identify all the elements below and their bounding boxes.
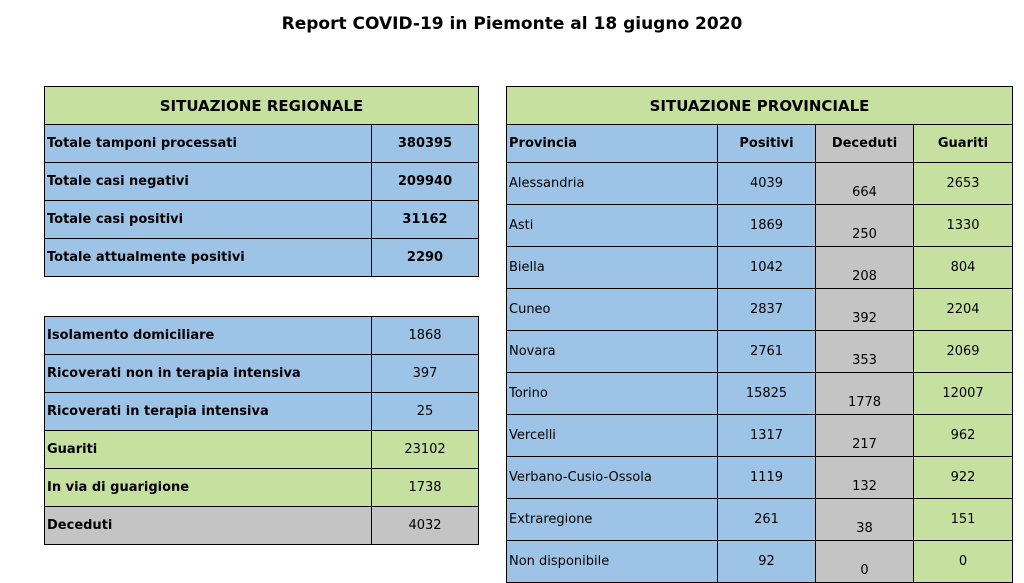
table-row: Isolamento domiciliare 1868 [44, 316, 479, 355]
provincial-header: SITUAZIONE PROVINCIALE [505, 86, 1014, 125]
cell-guariti: 1330 [912, 204, 1014, 247]
provincial-table: SITUAZIONE PROVINCIALE Provincia Positiv… [505, 86, 1014, 583]
cell-provincia: Asti [506, 204, 718, 247]
column-header-row: Provincia Positivi Deceduti Guariti [506, 124, 1014, 163]
cell-provincia: Biella [506, 246, 718, 289]
cell-deceduti: 353 [815, 330, 914, 373]
cell-deceduti: 132 [815, 456, 914, 499]
table-row: Non disponibile 92 0 0 [506, 540, 1014, 583]
row-label: Totale tamponi processati [44, 124, 372, 163]
row-label: Totale casi negativi [44, 162, 372, 201]
column-header-guariti: Guariti [912, 124, 1014, 163]
table-row: Novara 2761 353 2069 [506, 330, 1014, 373]
regional-header: SITUAZIONE REGIONALE [44, 86, 479, 125]
regional-header-row: SITUAZIONE REGIONALE [44, 86, 479, 125]
cell-guariti: 12007 [912, 372, 1014, 415]
row-value: 31162 [371, 200, 479, 239]
cell-guariti: 2653 [912, 162, 1014, 205]
table-row: Cuneo 2837 392 2204 [506, 288, 1014, 331]
row-value: 4032 [371, 506, 479, 545]
cell-provincia: Non disponibile [506, 540, 718, 583]
cell-provincia: Vercelli [506, 414, 718, 457]
table-row: Extraregione 261 38 151 [506, 498, 1014, 541]
table-row: Asti 1869 250 1330 [506, 204, 1014, 247]
table-row: Torino 15825 1778 12007 [506, 372, 1014, 415]
cell-positivi: 261 [717, 498, 816, 541]
cell-provincia: Torino [506, 372, 718, 415]
table-row: Ricoverati in terapia intensiva 25 [44, 392, 479, 431]
row-label: Totale attualmente positivi [44, 238, 372, 277]
column-header-provincia: Provincia [506, 124, 718, 163]
table-row: Totale attualmente positivi 2290 [44, 238, 479, 277]
cell-guariti: 0 [912, 540, 1014, 583]
row-label: In via di guarigione [44, 468, 372, 507]
cell-provincia: Novara [506, 330, 718, 373]
row-value: 397 [371, 354, 479, 393]
cell-deceduti: 392 [815, 288, 914, 331]
table-row: Biella 1042 208 804 [506, 246, 1014, 289]
cell-positivi: 2837 [717, 288, 816, 331]
row-label: Guariti [44, 430, 372, 469]
cell-guariti: 2204 [912, 288, 1014, 331]
cell-guariti: 151 [912, 498, 1014, 541]
table-row: Deceduti 4032 [44, 506, 479, 545]
cell-positivi: 2761 [717, 330, 816, 373]
cell-deceduti: 250 [815, 204, 914, 247]
cell-provincia: Alessandria [506, 162, 718, 205]
row-value: 380395 [371, 124, 479, 163]
cell-deceduti: 208 [815, 246, 914, 289]
table-row: Totale casi positivi 31162 [44, 200, 479, 239]
row-label: Deceduti [44, 506, 372, 545]
row-label: Ricoverati in terapia intensiva [44, 392, 372, 431]
table-row: In via di guarigione 1738 [44, 468, 479, 507]
cell-positivi: 15825 [717, 372, 816, 415]
cell-provincia: Extraregione [506, 498, 718, 541]
row-value: 1868 [371, 316, 479, 355]
cell-guariti: 962 [912, 414, 1014, 457]
cell-deceduti: 664 [815, 162, 914, 205]
cell-guariti: 804 [912, 246, 1014, 289]
cell-provincia: Cuneo [506, 288, 718, 331]
report-title: Report COVID-19 in Piemonte al 18 giugno… [281, 14, 743, 34]
table-row: Alessandria 4039 664 2653 [506, 162, 1014, 205]
cell-positivi: 4039 [717, 162, 816, 205]
cell-deceduti: 217 [815, 414, 914, 457]
cell-positivi: 1317 [717, 414, 816, 457]
row-value: 209940 [371, 162, 479, 201]
table-row: Guariti 23102 [44, 430, 479, 469]
regional-details-table: Isolamento domiciliare 1868 Ricoverati n… [44, 316, 479, 545]
row-label: Totale casi positivi [44, 200, 372, 239]
cell-deceduti: 1778 [815, 372, 914, 415]
cell-guariti: 2069 [912, 330, 1014, 373]
table-row: Verbano-Cusio-Ossola 1119 132 922 [506, 456, 1014, 499]
row-value: 2290 [371, 238, 479, 277]
row-value: 23102 [371, 430, 479, 469]
provincial-header-row: SITUAZIONE PROVINCIALE [505, 86, 1014, 125]
table-row: Vercelli 1317 217 962 [506, 414, 1014, 457]
row-value: 25 [371, 392, 479, 431]
cell-positivi: 1042 [717, 246, 816, 289]
table-row: Totale tamponi processati 380395 [44, 124, 479, 163]
cell-provincia: Verbano-Cusio-Ossola [506, 456, 718, 499]
column-header-positivi: Positivi [717, 124, 816, 163]
cell-positivi: 92 [717, 540, 816, 583]
column-header-deceduti: Deceduti [815, 124, 914, 163]
cell-deceduti: 38 [815, 498, 914, 541]
row-value: 1738 [371, 468, 479, 507]
row-label: Isolamento domiciliare [44, 316, 372, 355]
cell-deceduti: 0 [815, 540, 914, 583]
regional-summary-table: SITUAZIONE REGIONALE Totale tamponi proc… [44, 86, 479, 277]
table-row: Totale casi negativi 209940 [44, 162, 479, 201]
row-label: Ricoverati non in terapia intensiva [44, 354, 372, 393]
table-row: Ricoverati non in terapia intensiva 397 [44, 354, 479, 393]
cell-guariti: 922 [912, 456, 1014, 499]
cell-positivi: 1869 [717, 204, 816, 247]
cell-positivi: 1119 [717, 456, 816, 499]
